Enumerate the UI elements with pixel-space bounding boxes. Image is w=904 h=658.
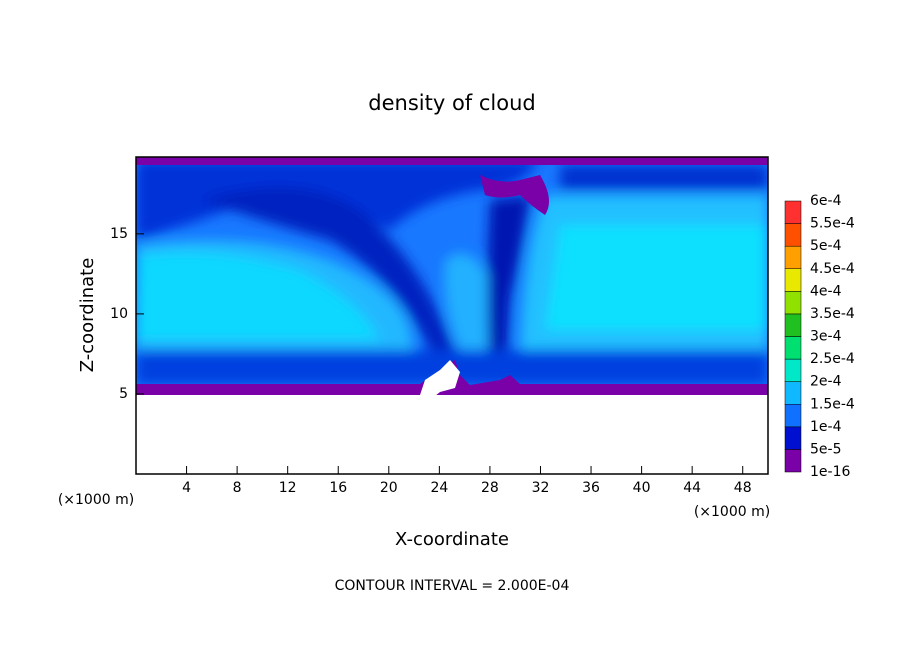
y-unit: (×1000 m) xyxy=(694,504,770,520)
colorbar-label: 5.5e-4 xyxy=(810,216,855,232)
x-tick-label: 16 xyxy=(329,480,347,496)
colorbar-box xyxy=(784,426,802,450)
y-tick-label: 10 xyxy=(110,306,128,322)
x-tick-label: 20 xyxy=(380,480,398,496)
colorbar-label: 3.5e-4 xyxy=(810,306,855,322)
plot-frame xyxy=(135,156,769,475)
colorbar-label: 5e-5 xyxy=(810,441,841,457)
colorbar-label: 1.5e-4 xyxy=(810,396,855,412)
y-tick-label: 5 xyxy=(119,386,128,402)
colorbar-label: 2.5e-4 xyxy=(810,351,855,367)
x-unit: (×1000 m) xyxy=(58,492,134,508)
colorbar-box xyxy=(784,223,802,247)
field-region xyxy=(545,225,768,330)
colorbar-label: 2e-4 xyxy=(810,374,842,390)
y-axis-label: Z-coordinate xyxy=(77,258,98,373)
colorbar-label: 3e-4 xyxy=(810,329,842,345)
field-empty xyxy=(136,360,768,474)
x-tick-label: 8 xyxy=(233,480,242,496)
x-tick-label: 44 xyxy=(683,480,701,496)
colorbar-label: 4e-4 xyxy=(810,283,842,299)
colorbar-label: 6e-4 xyxy=(810,193,842,209)
colorbar-box xyxy=(784,449,802,473)
colorbar-box xyxy=(784,404,802,428)
colorbar-box xyxy=(784,336,802,360)
colorbar-label: 5e-4 xyxy=(810,238,842,254)
x-tick-label: 24 xyxy=(430,480,448,496)
colorbar-box xyxy=(784,313,802,337)
colorbar-label: 4.5e-4 xyxy=(810,261,855,277)
field-edge xyxy=(480,175,549,215)
colorbar-label: 1e-4 xyxy=(810,419,842,435)
x-tick-label: 28 xyxy=(481,480,499,496)
x-tick-label: 4 xyxy=(182,480,191,496)
contour-field xyxy=(136,157,768,395)
colorbar-label: 1e-16 xyxy=(810,464,850,480)
colorbar-box xyxy=(784,268,802,292)
field-region xyxy=(136,252,380,340)
x-tick-label: 40 xyxy=(633,480,651,496)
colorbar-box xyxy=(784,358,802,382)
y-tick-label: 15 xyxy=(110,226,128,242)
field-region xyxy=(487,195,530,385)
field-region xyxy=(444,253,495,370)
colorbar-box xyxy=(784,245,802,270)
chart-title: density of cloud xyxy=(368,91,535,115)
field-region xyxy=(560,165,768,190)
footnote: CONTOUR INTERVAL = 2.000E-04 xyxy=(335,578,570,594)
field-shading xyxy=(136,160,768,385)
x-axis-label: X-coordinate xyxy=(395,529,509,550)
colorbar-box xyxy=(784,200,802,224)
colorbar-box xyxy=(784,381,802,405)
x-tick-label: 12 xyxy=(279,480,297,496)
x-tick-label: 32 xyxy=(532,480,550,496)
x-tick-label: 48 xyxy=(734,480,752,496)
field-edge xyxy=(136,157,768,165)
x-tick-label: 36 xyxy=(582,480,600,496)
colorbar-box xyxy=(784,291,802,315)
